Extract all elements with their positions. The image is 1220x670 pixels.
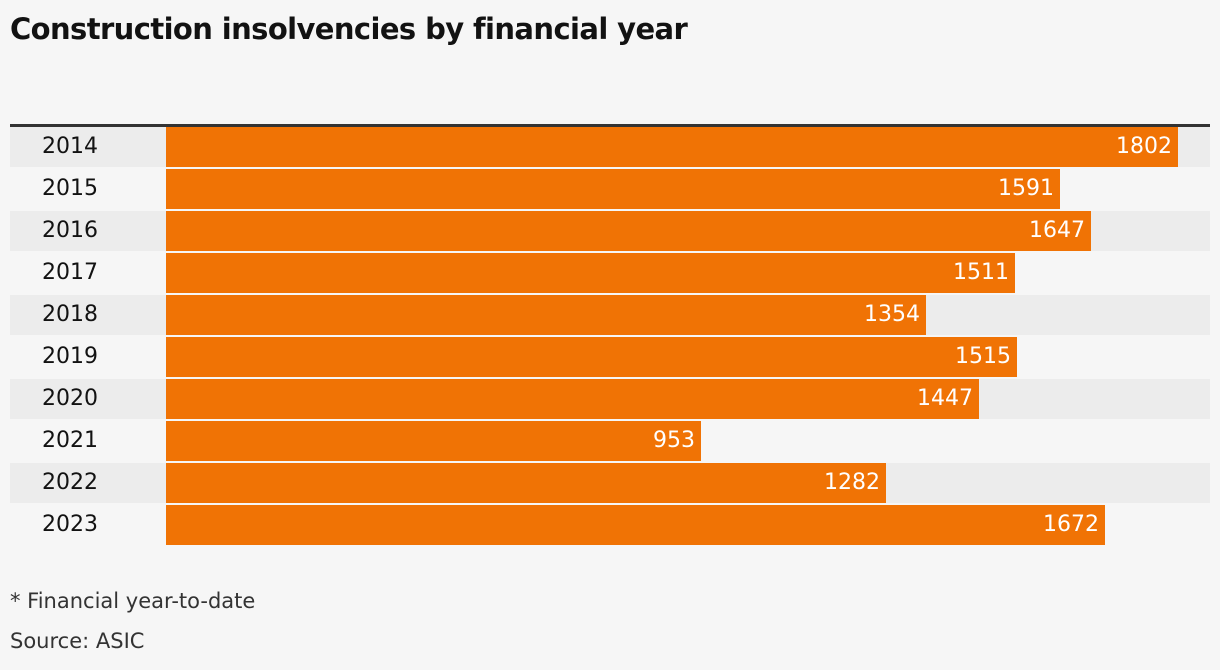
bar-value-label: 1591 <box>998 176 1054 201</box>
bar-value-label: 1354 <box>864 302 920 327</box>
bar-chart: 2014 1802 2015 1591 2016 1647 2017 1511 2018 1354… <box>10 127 1210 547</box>
bar-value-label: 1282 <box>824 470 880 495</box>
source-note: Source: ASIC <box>10 629 145 653</box>
bar: 1647 <box>166 211 1091 251</box>
bar-row: 2015 1591 <box>10 169 1210 209</box>
category-label: 2022 <box>42 470 98 495</box>
bar-row: 2023 1672 <box>10 505 1210 545</box>
bar: 1515 <box>166 337 1017 377</box>
bar: 953 <box>166 421 701 461</box>
bar: 1447 <box>166 379 979 419</box>
bar-value-label: 953 <box>653 428 695 453</box>
category-label: 2015 <box>42 176 98 201</box>
bar-row: 2017 1511 <box>10 253 1210 293</box>
category-label: 2017 <box>42 260 98 285</box>
bar: 1802 <box>166 127 1178 167</box>
bar-row: 2022 1282 <box>10 463 1210 503</box>
footnote: * Financial year-to-date <box>10 589 256 613</box>
top-rule <box>10 124 1210 127</box>
bar-value-label: 1672 <box>1043 512 1099 537</box>
category-label: 2020 <box>42 386 98 411</box>
category-label: 2023 <box>42 512 98 537</box>
category-label: 2021 <box>42 428 98 453</box>
category-label: 2019 <box>42 344 98 369</box>
bar-row: 2014 1802 <box>10 127 1210 167</box>
bar-row: 2016 1647 <box>10 211 1210 251</box>
category-label: 2018 <box>42 302 98 327</box>
bar-value-label: 1647 <box>1029 218 1085 243</box>
bar-value-label: 1802 <box>1116 134 1172 159</box>
bar-value-label: 1515 <box>955 344 1011 369</box>
category-label: 2014 <box>42 134 98 159</box>
bar-row: 2018 1354 <box>10 295 1210 335</box>
bar-row: 2019 1515 <box>10 337 1210 377</box>
bar: 1282 <box>166 463 886 503</box>
category-label: 2016 <box>42 218 98 243</box>
bar: 1672 <box>166 505 1105 545</box>
bar-value-label: 1447 <box>917 386 973 411</box>
bar-value-label: 1511 <box>953 260 1009 285</box>
bar-row: 2020 1447 <box>10 379 1210 419</box>
bar: 1354 <box>166 295 926 335</box>
bar: 1591 <box>166 169 1060 209</box>
bar-row: 2021 953 <box>10 421 1210 461</box>
chart-title: Construction insolvencies by financial y… <box>10 12 688 46</box>
bar: 1511 <box>166 253 1015 293</box>
